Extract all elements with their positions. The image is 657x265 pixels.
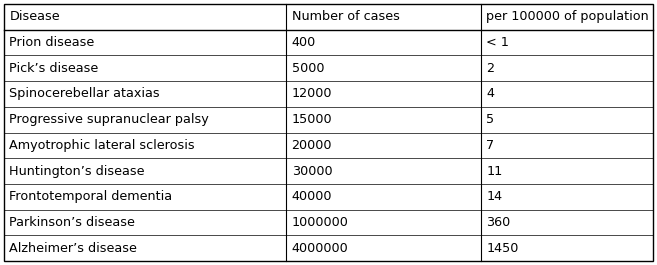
Text: 15000: 15000 [292,113,332,126]
Text: Progressive supranuclear palsy: Progressive supranuclear palsy [9,113,209,126]
Text: Spinocerebellar ataxias: Spinocerebellar ataxias [9,87,160,100]
Text: 14: 14 [486,190,503,203]
Text: Amyotrophic lateral sclerosis: Amyotrophic lateral sclerosis [9,139,195,152]
Text: 360: 360 [486,216,510,229]
Text: 40000: 40000 [292,190,332,203]
Text: 4000000: 4000000 [292,242,348,255]
Text: Parkinson’s disease: Parkinson’s disease [9,216,135,229]
Text: Prion disease: Prion disease [9,36,95,49]
Text: 11: 11 [486,165,503,178]
Text: 7: 7 [486,139,495,152]
Text: 5: 5 [486,113,495,126]
Text: Pick’s disease: Pick’s disease [9,62,99,75]
Text: 12000: 12000 [292,87,332,100]
Text: Huntington’s disease: Huntington’s disease [9,165,145,178]
Text: 4: 4 [486,87,494,100]
Text: 20000: 20000 [292,139,332,152]
Text: 2: 2 [486,62,494,75]
Text: < 1: < 1 [486,36,509,49]
Text: 1450: 1450 [486,242,518,255]
Text: Alzheimer’s disease: Alzheimer’s disease [9,242,137,255]
Text: per 100000 of population: per 100000 of population [486,10,649,23]
Text: Number of cases: Number of cases [292,10,399,23]
Text: 1000000: 1000000 [292,216,348,229]
Text: Disease: Disease [9,10,60,23]
Text: 5000: 5000 [292,62,324,75]
Text: 30000: 30000 [292,165,332,178]
Text: Frontotemporal dementia: Frontotemporal dementia [9,190,172,203]
Text: 400: 400 [292,36,316,49]
